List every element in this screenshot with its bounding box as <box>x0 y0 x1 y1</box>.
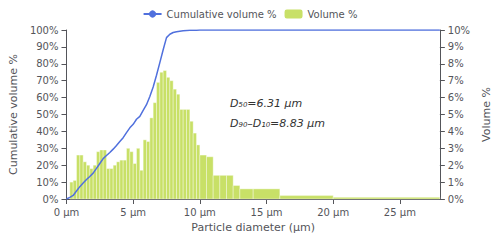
svg-text:100%: 100% <box>30 25 59 36</box>
svg-text:3%: 3% <box>448 143 464 154</box>
svg-text:80%: 80% <box>36 58 58 69</box>
svg-text:0%: 0% <box>448 194 464 205</box>
svg-text:20%: 20% <box>36 160 58 171</box>
svg-text:7%: 7% <box>448 75 464 86</box>
svg-text:Cumulative volume %: Cumulative volume % <box>167 9 277 20</box>
svg-text:10 μm: 10 μm <box>184 207 216 218</box>
svg-text:10%: 10% <box>36 177 58 188</box>
svg-text:20 μm: 20 μm <box>317 207 349 218</box>
svg-text:50%: 50% <box>36 109 58 120</box>
svg-text:2%: 2% <box>448 160 464 171</box>
svg-text:Volume %: Volume % <box>480 87 493 142</box>
svg-text:30%: 30% <box>36 143 58 154</box>
svg-text:25 μm: 25 μm <box>384 207 416 218</box>
svg-text:10%: 10% <box>448 25 470 36</box>
svg-text:70%: 70% <box>36 75 58 86</box>
svg-text:9%: 9% <box>448 41 464 52</box>
svg-text:5 μm: 5 μm <box>120 207 146 218</box>
svg-text:40%: 40% <box>36 126 58 137</box>
svg-text:15 μm: 15 μm <box>251 207 283 218</box>
svg-text:0%: 0% <box>43 194 59 205</box>
svg-text:5%: 5% <box>448 109 464 120</box>
svg-text:Volume %: Volume % <box>308 9 358 20</box>
svg-text:1%: 1% <box>448 177 464 188</box>
svg-text:90%: 90% <box>36 41 58 52</box>
svg-text:0 μm: 0 μm <box>54 207 80 218</box>
svg-text:Particle diameter (μm): Particle diameter (μm) <box>191 221 315 234</box>
svg-text:4%: 4% <box>448 126 464 137</box>
svg-text:D₅₀=6.31 μm: D₅₀=6.31 μm <box>230 97 302 110</box>
svg-text:8%: 8% <box>448 58 464 69</box>
svg-text:D₉₀–D₁₀=8.83 μm: D₉₀–D₁₀=8.83 μm <box>230 117 325 130</box>
svg-text:6%: 6% <box>448 92 464 103</box>
svg-text:Cumulative volume %: Cumulative volume % <box>7 54 20 175</box>
svg-text:60%: 60% <box>36 92 58 103</box>
